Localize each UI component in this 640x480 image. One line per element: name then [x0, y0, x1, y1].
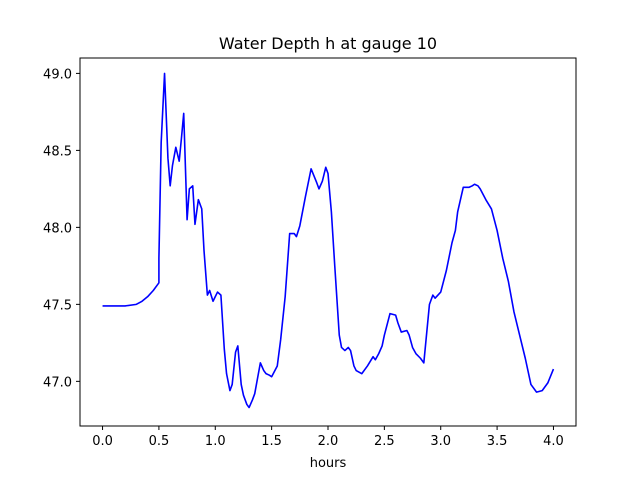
- series-line-0: [102, 72, 555, 409]
- x-axis: 0.0 0.5 1.0 1.5 2.0 2.5 3.0 3.5 4.0: [92, 426, 564, 449]
- axes-frame: [79, 57, 577, 427]
- x-tick-label: 1.0: [205, 434, 226, 449]
- x-tick-label: 0.0: [92, 434, 113, 449]
- x-tick-label: 3.0: [430, 434, 451, 449]
- x-tick-label: 3.5: [487, 434, 508, 449]
- y-tick-label: 47.0: [43, 375, 72, 390]
- y-tick-label: 48.5: [43, 144, 72, 159]
- chart-title: Water Depth h at gauge 10: [219, 34, 437, 53]
- x-tick-label: 1.5: [261, 434, 282, 449]
- y-tick-label: 49.0: [43, 67, 72, 82]
- x-axis-label: hours: [310, 456, 347, 471]
- y-tick-label: 47.5: [43, 298, 72, 313]
- y-axis: 47.0 47.5 48.0 48.5 49.0: [43, 67, 80, 390]
- x-tick-label: 2.5: [374, 434, 395, 449]
- x-tick-label: 2.0: [318, 434, 339, 449]
- y-tick-label: 48.0: [43, 221, 72, 236]
- plot-area: [79, 57, 577, 427]
- x-tick-label: 0.5: [149, 434, 170, 449]
- x-tick-label: 4.0: [543, 434, 564, 449]
